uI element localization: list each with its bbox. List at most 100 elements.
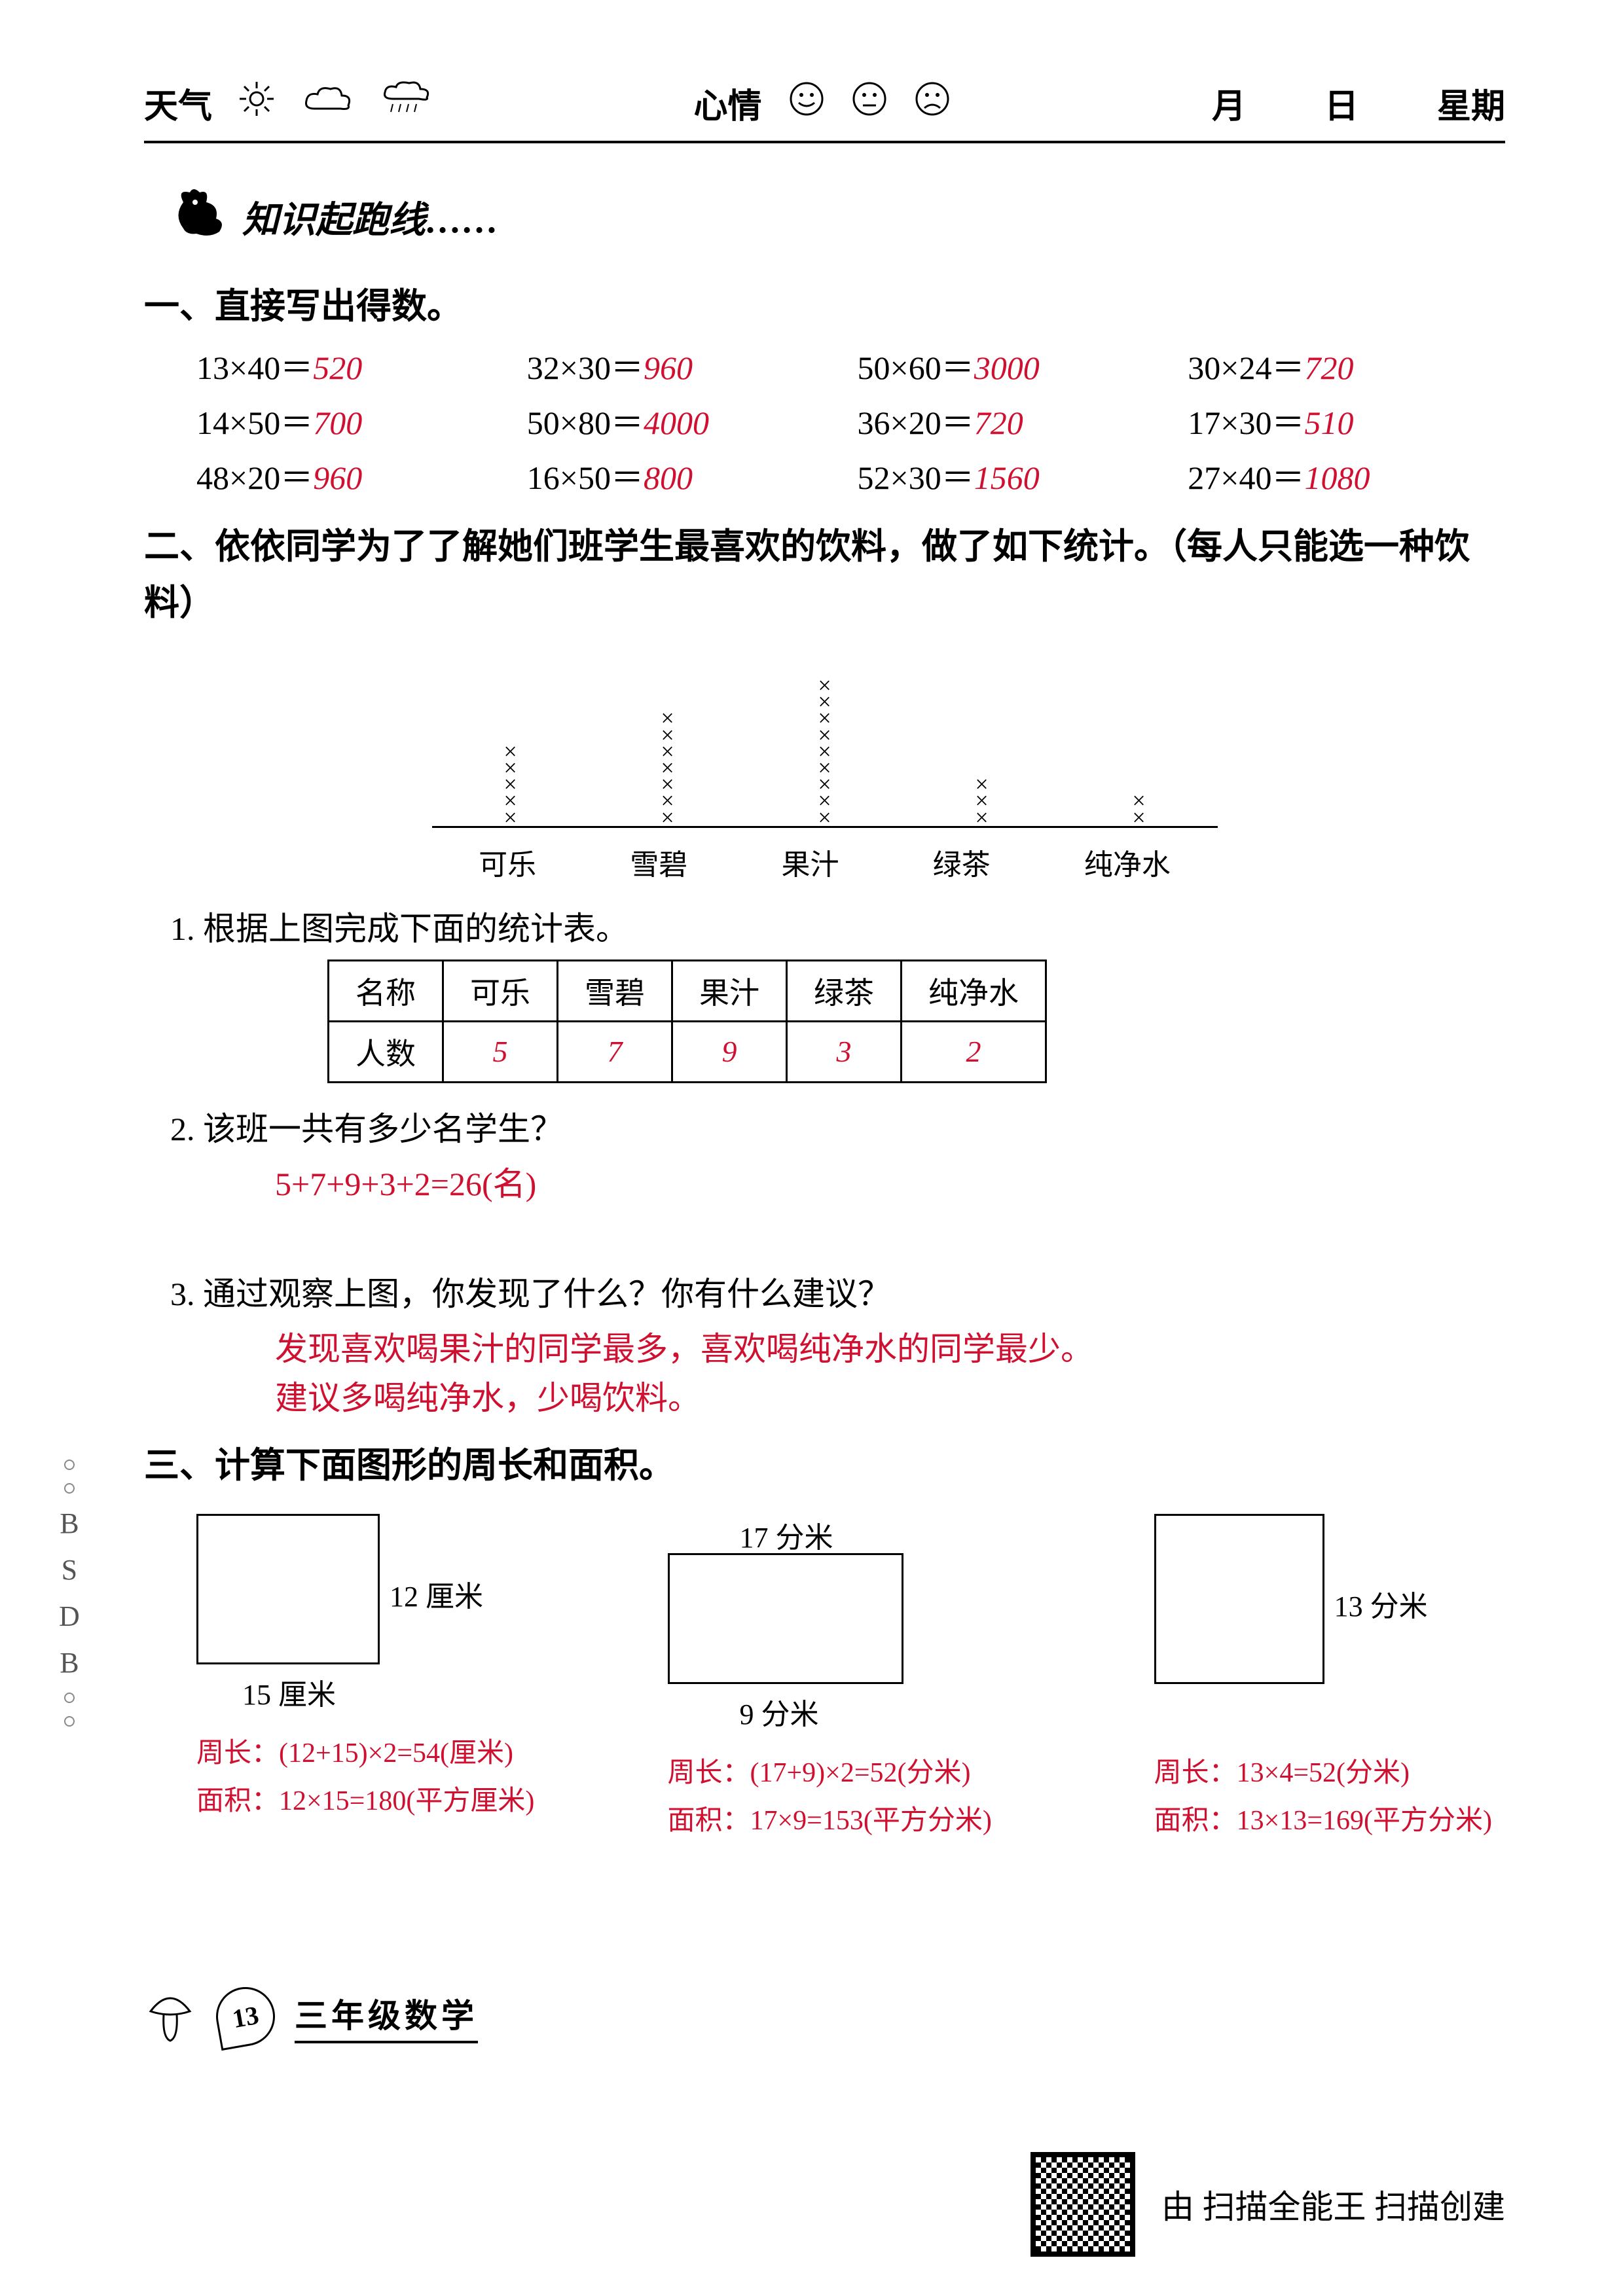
calc-answer: 1080: [1304, 459, 1370, 496]
page-footer: 13 三年级数学: [144, 1985, 478, 2047]
table-cell: 5: [443, 1021, 558, 1082]
calc-expr: 48×20＝: [196, 459, 313, 496]
calc-answer: 3000: [974, 350, 1040, 386]
calc-answer: 800: [644, 459, 693, 496]
calc-expr: 13×40＝: [196, 350, 313, 386]
q2-sub2: 2. 该班一共有多少名学生？: [170, 1103, 1505, 1150]
area-answer: 面积：13×13=169(平方分米): [1154, 1801, 1492, 1842]
pictograph-mark: ×: [661, 810, 674, 826]
diary-header: 天气 心情 月 日 星期: [144, 79, 1505, 143]
table-cell: 可乐: [443, 960, 558, 1021]
dimension-label: 9 分米: [740, 1691, 819, 1732]
footer-subject: 三年级数学: [295, 1990, 478, 2043]
q2-sub1: 1. 根据上图完成下面的统计表。: [170, 903, 1505, 950]
calc-answer: 510: [1304, 404, 1353, 441]
calc-answer: 960: [313, 459, 362, 496]
dimension-label: 13 分米: [1334, 1583, 1428, 1624]
table-cell: 纯净水: [902, 960, 1046, 1021]
weekday-label: 星期: [1437, 79, 1505, 128]
calc-expr: 50×60＝: [858, 350, 974, 386]
row-header: 人数: [329, 1021, 443, 1082]
shape-block: 12 厘米15 厘米周长：(12+15)×2=54(厘米)面积：12×15=18…: [196, 1514, 534, 1822]
q2-sub3: 3. 通过观察上图，你发现了什么？你有什么建议？: [170, 1268, 1505, 1315]
cloud-icon: [301, 82, 354, 124]
pictograph-mark: ×: [818, 810, 831, 826]
page-number-badge: 13: [211, 1982, 280, 2050]
section-title-text: 知识起跑线……: [242, 190, 499, 243]
calc-answer: 720: [1304, 350, 1353, 386]
table-cell: 绿茶: [787, 960, 902, 1021]
calc-item: 32×30＝960: [527, 342, 845, 389]
qr-code-icon: [1030, 2152, 1135, 2257]
calc-expr: 27×40＝: [1188, 459, 1304, 496]
scan-credit: 由 扫描全能王 扫描创建: [1161, 2181, 1505, 2228]
shapes-row: 12 厘米15 厘米周长：(12+15)×2=54(厘米)面积：12×15=18…: [196, 1514, 1492, 1842]
day-label: 日: [1324, 79, 1359, 128]
rectangle-shape: [196, 1514, 380, 1664]
calc-item: 13×40＝520: [196, 342, 514, 389]
calc-expr: 36×20＝: [858, 404, 974, 441]
month-label: 月: [1212, 79, 1246, 128]
mood-label: 心情: [693, 79, 761, 128]
calc-expr: 14×50＝: [196, 404, 313, 441]
q2-sub2-answer: 5+7+9+3+2=26(名): [275, 1160, 1505, 1209]
calc-answer: 4000: [644, 404, 709, 441]
calc-answer: 1560: [974, 459, 1040, 496]
rectangle-shape: [668, 1553, 903, 1684]
table-cell: 果汁: [672, 960, 787, 1021]
table-cell: 雪碧: [558, 960, 672, 1021]
page-number: 13: [230, 1999, 261, 2034]
pictograph-label: 可乐: [479, 841, 536, 883]
calc-item: 48×20＝960: [196, 452, 514, 499]
rain-icon: [380, 79, 432, 127]
calc-item: 50×60＝3000: [858, 342, 1175, 389]
calc-answer: 720: [974, 404, 1023, 441]
pictograph-column: ×××: [975, 776, 988, 826]
binding-letter: S: [62, 1553, 77, 1587]
calc-item: 30×24＝720: [1188, 342, 1505, 389]
calc-answer: 520: [313, 350, 362, 386]
q2-sub3-answer2: 建议多喝纯净水，少喝饮料。: [275, 1374, 1505, 1423]
binding-letter: B: [60, 1646, 79, 1679]
pictograph-mark: ×: [503, 810, 517, 826]
pictograph-mark: ×: [1132, 810, 1145, 826]
pictograph-mark: ×: [975, 810, 988, 826]
calc-expr: 50×80＝: [527, 404, 644, 441]
face-happy-icon: [788, 81, 825, 126]
face-sad-icon: [914, 81, 951, 126]
worksheet-page: 天气 心情 月 日 星期 知识起跑线…… 一: [0, 0, 1623, 2296]
binding-hole-icon: [64, 1716, 75, 1727]
table-row: 名称 可乐 雪碧 果汁 绿茶 纯净水: [329, 960, 1046, 1021]
calc-item: 52×30＝1560: [858, 452, 1175, 499]
binding-margin: B S D B: [59, 1460, 80, 1727]
pictograph-labels: 可乐雪碧果汁绿茶纯净水: [432, 841, 1218, 883]
area-answer: 面积：12×15=180(平方厘米): [196, 1781, 534, 1822]
q2-sub3-answer1: 发现喜欢喝果汁的同学最多，喜欢喝纯净水的同学最少。: [275, 1325, 1505, 1374]
calc-item: 17×30＝510: [1188, 397, 1505, 444]
pictograph-column: ×××××: [503, 744, 517, 826]
pictograph-label: 纯净水: [1084, 841, 1171, 883]
squirrel-icon: [170, 183, 229, 251]
dimension-label: 17 分米: [740, 1514, 833, 1556]
section-title-row: 知识起跑线……: [170, 183, 1505, 251]
perimeter-answer: 周长：13×4=52(分米): [1154, 1753, 1492, 1794]
binding-hole-icon: [64, 1693, 75, 1703]
table-cell: 2: [902, 1021, 1046, 1082]
q3-heading: 三、计算下面图形的周长和面积。: [144, 1436, 1505, 1488]
pictograph-label: 绿茶: [933, 841, 991, 883]
calc-answer: 700: [313, 404, 362, 441]
calc-answer: 960: [644, 350, 693, 386]
q1-heading: 一、直接写出得数。: [144, 277, 1505, 329]
stats-table: 名称 可乐 雪碧 果汁 绿茶 纯净水 人数 5 7 9 3 2: [327, 960, 1047, 1083]
calc-item: 27×40＝1080: [1188, 452, 1505, 499]
calc-item: 50×80＝4000: [527, 397, 845, 444]
table-cell: 3: [787, 1021, 902, 1082]
table-row: 人数 5 7 9 3 2: [329, 1021, 1046, 1082]
dimension-label: 15 厘米: [242, 1671, 336, 1713]
pictograph-column: ×××××××: [661, 710, 674, 825]
binding-hole-icon: [64, 1460, 75, 1470]
scan-footer: 由 扫描全能王 扫描创建: [1030, 2152, 1505, 2257]
row-header: 名称: [329, 960, 443, 1021]
weather-label: 天气: [144, 79, 212, 128]
calc-item: 36×20＝720: [858, 397, 1175, 444]
